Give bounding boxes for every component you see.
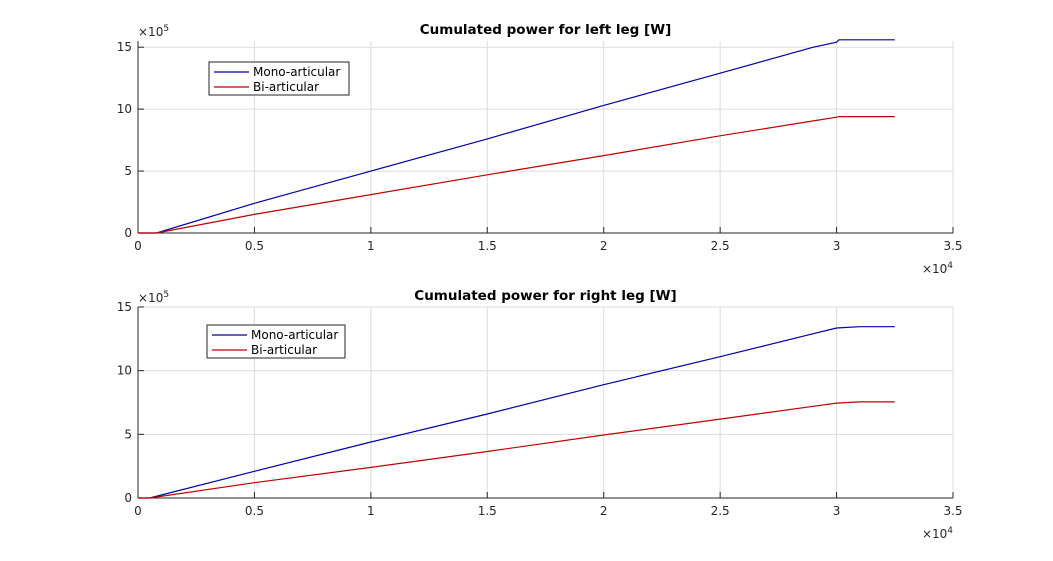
x-tick-label: 3 bbox=[833, 239, 841, 253]
x-tick-label: 0.5 bbox=[245, 239, 264, 253]
chart-title: Cumulated power for left leg [W] bbox=[420, 22, 672, 38]
x-tick-label: 2.5 bbox=[711, 239, 730, 253]
x-exponent-power: 4 bbox=[947, 261, 953, 271]
x-tick-label: 2 bbox=[600, 239, 608, 253]
y-exponent-base: ×10 bbox=[138, 291, 163, 305]
plot-right-leg: 0 0.5 1 1.5 2 2.5 3 3.5051015×105×104Cumulated … bbox=[117, 288, 963, 541]
x-tick-label: 3 bbox=[833, 504, 841, 518]
x-exponent-label: ×104 bbox=[922, 526, 953, 541]
x-tick-label: 3.5 bbox=[943, 504, 962, 518]
x-tick-label: 3.5 bbox=[943, 239, 962, 253]
legend-label: Bi-articular bbox=[251, 343, 317, 357]
x-tick-label: 0 bbox=[134, 504, 142, 518]
y-tick-label: 15 bbox=[117, 300, 132, 314]
x-tick-label: 1.5 bbox=[478, 504, 497, 518]
legend-label: Mono-articular bbox=[253, 65, 340, 79]
plot-left-leg: 0 0.5 1 1.5 2 2.5 3 3.5051015×105×104Cumulated … bbox=[117, 22, 963, 276]
x-tick-label: 2 bbox=[600, 504, 608, 518]
chart-title: Cumulated power for right leg [W] bbox=[414, 288, 676, 304]
x-exponent-power: 4 bbox=[947, 526, 953, 536]
x-tick-label: 1.5 bbox=[478, 239, 497, 253]
x-tick-label: 0.5 bbox=[245, 504, 264, 518]
x-exponent-label: ×104 bbox=[922, 261, 953, 276]
x-tick-label: 0 bbox=[134, 239, 142, 253]
x-exponent-base: ×10 bbox=[922, 527, 947, 541]
y-tick-label: 15 bbox=[117, 40, 132, 54]
y-tick-label: 0 bbox=[124, 226, 132, 240]
y-tick-label: 0 bbox=[124, 491, 132, 505]
x-exponent-base: ×10 bbox=[922, 262, 947, 276]
y-tick-label: 5 bbox=[124, 427, 132, 441]
series-line-bi-articular bbox=[138, 401, 895, 499]
y-exponent-label: ×105 bbox=[138, 290, 169, 305]
legend-label: Mono-articular bbox=[251, 328, 338, 342]
x-tick-label: 1 bbox=[367, 239, 375, 253]
y-tick-label: 10 bbox=[117, 364, 132, 378]
series-line-mono-articular bbox=[138, 326, 895, 499]
x-tick-label: 1 bbox=[367, 504, 375, 518]
legend-label: Bi-articular bbox=[253, 80, 319, 94]
y-exponent-base: ×10 bbox=[138, 25, 163, 39]
series-line-bi-articular bbox=[138, 115, 895, 234]
x-tick-label: 2.5 bbox=[711, 504, 730, 518]
legend-box bbox=[208, 61, 350, 96]
y-exponent-label: ×105 bbox=[138, 24, 169, 39]
y-exponent-power: 5 bbox=[163, 24, 169, 34]
y-exponent-power: 5 bbox=[163, 290, 169, 300]
y-tick-label: 10 bbox=[117, 102, 132, 116]
y-tick-label: 5 bbox=[124, 164, 132, 178]
series-line-mono-articular bbox=[138, 39, 895, 234]
legend-box bbox=[206, 324, 346, 359]
